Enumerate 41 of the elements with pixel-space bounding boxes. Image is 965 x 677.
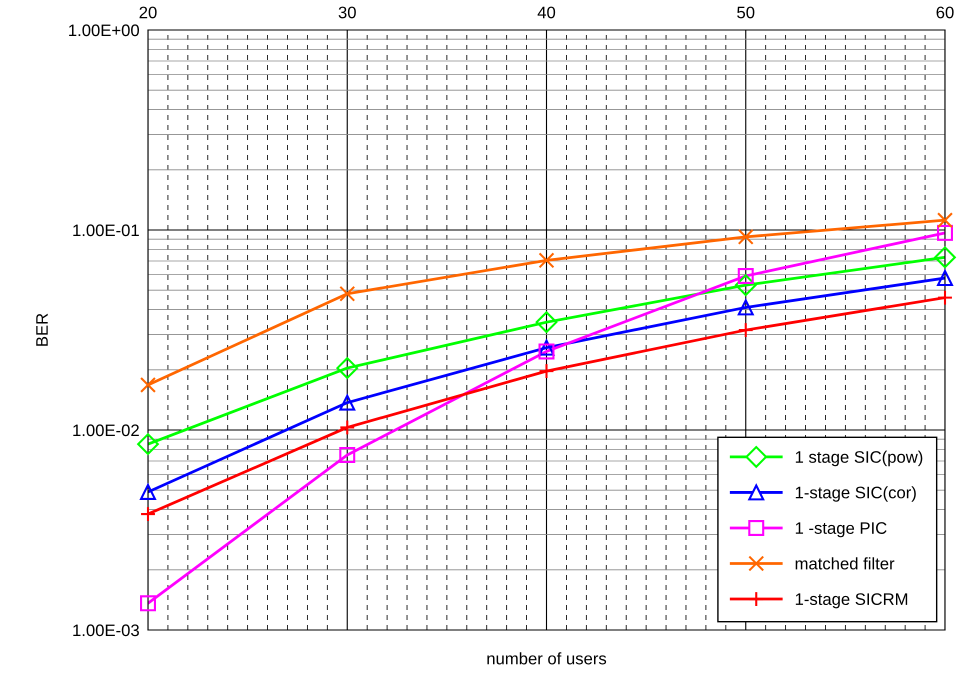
y-tick-label: 1.00E+00 (69, 24, 140, 36)
legend-label: matched filter (796, 557, 894, 570)
point (339, 286, 356, 302)
legend-label: 1 -stage PIC (796, 522, 887, 538)
point (738, 299, 754, 316)
point (738, 268, 754, 284)
point (937, 290, 953, 306)
point (738, 322, 754, 338)
point (538, 363, 554, 380)
point (336, 357, 358, 379)
point (937, 212, 953, 228)
y-tick-label: 1.00E-01 (73, 224, 139, 236)
point (538, 343, 554, 360)
point (339, 419, 356, 436)
point (140, 595, 156, 612)
legend-label: 1-stage SICRM (796, 593, 908, 608)
x-tick-label: 30 (338, 6, 356, 18)
point (934, 246, 956, 268)
legend-label: 1-stage SIC(cor) (796, 486, 916, 502)
point (538, 340, 554, 356)
point (937, 224, 953, 241)
point (538, 252, 554, 268)
x-tick-label: 40 (538, 6, 556, 18)
y-tick-label: 1.00E-03 (73, 624, 139, 636)
point (738, 228, 754, 245)
point (734, 274, 757, 296)
y-axis-title: BER (36, 314, 48, 346)
y-tick-label: 1.00E-02 (73, 424, 139, 436)
point (339, 394, 356, 411)
point (536, 311, 558, 334)
point (140, 484, 156, 500)
x-tick-label: 50 (737, 6, 754, 18)
point (140, 376, 156, 393)
point (137, 433, 159, 455)
legend-label: 1 stage SIC(pow) (796, 450, 922, 466)
x-axis-title: number of users (487, 652, 606, 664)
point (140, 506, 156, 522)
x-tick-label: 60 (936, 6, 954, 18)
point (339, 447, 356, 463)
x-tick-label: 20 (140, 6, 157, 18)
point (937, 270, 953, 286)
